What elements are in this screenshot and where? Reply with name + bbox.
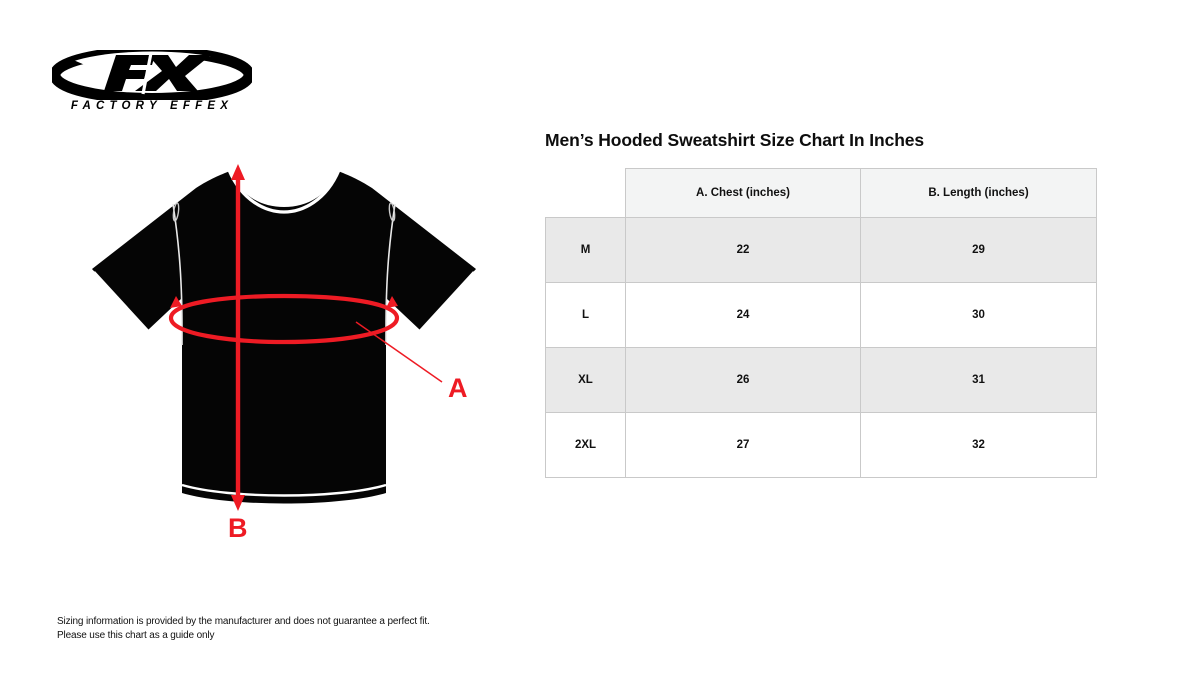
cell-chest: 24 [625, 282, 861, 348]
table-row: 2XL 27 32 [545, 412, 1097, 478]
collar-outer-arc [227, 168, 341, 214]
chest-circumference-ellipse-arrows-icon [168, 293, 400, 345]
length-measure-label: B [228, 513, 248, 543]
table-row: L 24 30 [545, 282, 1097, 348]
collar-inner-arc [239, 167, 329, 204]
disclaimer-line-1: Sizing information is provided by the ma… [57, 616, 430, 627]
size-chart-panel: Men’s Hooded Sweatshirt Size Chart In In… [545, 130, 1105, 478]
cell-chest: 27 [625, 412, 861, 478]
cell-size: 2XL [545, 412, 626, 478]
length-vertical-double-arrow-icon [231, 164, 245, 511]
right-sleeve-hem [418, 271, 475, 333]
bottom-hem-line [181, 483, 387, 497]
brand-wordmark: FACTORY EFFEX [70, 100, 234, 112]
disclaimer-text: Sizing information is provided by the ma… [57, 615, 430, 642]
table-row: XL 26 31 [545, 347, 1097, 413]
disclaimer-line-2: Please use this chart as a guide only [57, 629, 215, 641]
left-sleeve-hem [93, 271, 150, 333]
shirt-body-shape [92, 171, 476, 504]
cell-size: XL [545, 347, 626, 413]
right-shoulder-mark [388, 202, 396, 222]
fx-oval-logo-icon [52, 50, 252, 100]
cell-chest: 26 [625, 347, 861, 413]
chest-measure-label: A [448, 373, 468, 403]
brand-logo: FACTORY EFFEX [52, 50, 252, 120]
table-header-length: B. Length (inches) [860, 168, 1097, 218]
table-row: M 22 29 [545, 217, 1097, 283]
table-header-corner [545, 168, 626, 218]
black-tshirt-front-icon: A B [92, 164, 476, 543]
left-shoulder-mark [172, 202, 180, 222]
leader-line-icon [355, 321, 443, 383]
cell-length: 31 [860, 347, 1097, 413]
shirt-illustration: A B [70, 155, 520, 555]
table-header-row: A. Chest (inches) B. Length (inches) [545, 168, 1097, 218]
cell-size: M [545, 217, 626, 283]
size-chart-table: A. Chest (inches) B. Length (inches) M 2… [545, 168, 1097, 478]
page-title: Men’s Hooded Sweatshirt Size Chart In In… [545, 130, 925, 150]
cell-size: L [545, 282, 626, 348]
cell-length: 29 [860, 217, 1097, 283]
table-header-chest: A. Chest (inches) [625, 168, 861, 218]
cell-length: 30 [860, 282, 1097, 348]
cell-length: 32 [860, 412, 1097, 478]
cell-chest: 22 [625, 217, 861, 283]
